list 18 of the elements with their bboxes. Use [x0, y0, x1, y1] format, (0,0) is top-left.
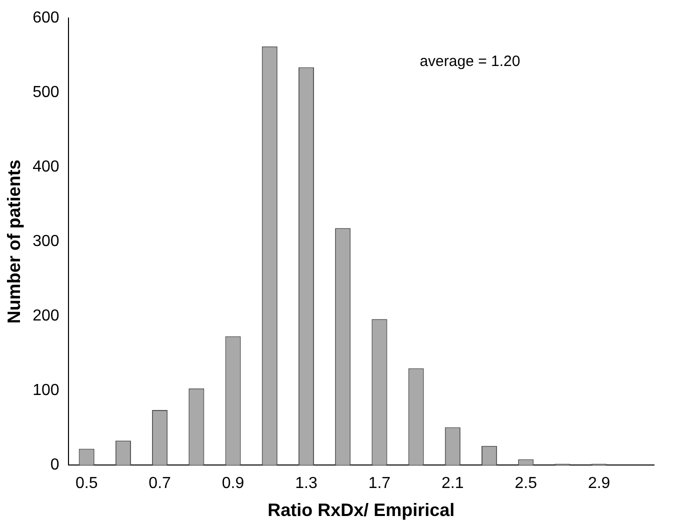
y-tick-label: 100 — [32, 382, 60, 400]
y-tick-label: 500 — [32, 84, 60, 101]
x-tick-label: 0.5 — [75, 475, 98, 492]
x-tick-label: 2.5 — [514, 475, 538, 492]
x-tick-label: 1.3 — [295, 475, 318, 492]
x-tick-label: 0.9 — [222, 475, 244, 492]
y-tick-label: 600 — [32, 9, 60, 26]
annotation: average = 1.20 — [420, 53, 520, 70]
y-tick-label: 300 — [32, 233, 60, 250]
x-tick-label: 1.7 — [368, 475, 391, 492]
x-tick-label: 2.1 — [442, 475, 464, 492]
y-tick-label: 0 — [50, 456, 60, 474]
y-axis-title: Number of patients — [4, 160, 24, 324]
y-tick-label: 400 — [32, 158, 60, 176]
x-axis-title: Ratio RxDx/ Empirical — [268, 500, 455, 520]
x-tick-label: 2.9 — [588, 475, 610, 492]
x-tick-label: 0.7 — [148, 475, 172, 492]
y-tick-label: 200 — [32, 308, 60, 325]
